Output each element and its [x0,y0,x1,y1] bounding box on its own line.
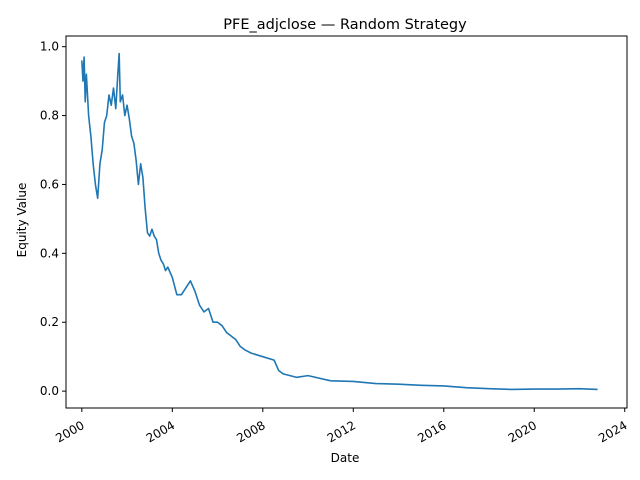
x-axis-title: Date [331,451,360,465]
y-tick-label: 0.4 [40,246,59,260]
y-tick-label: 0.6 [40,177,59,191]
y-tick-label: 0.8 [40,109,59,123]
series-line-0 [81,52,598,391]
plot-frame [65,35,628,409]
y-tick-label: 1.0 [40,40,59,54]
y-tick-label: 0.2 [40,315,59,329]
y-axis-title: Equity Value [15,183,29,258]
plot-area [81,52,598,391]
y-tick-label: 0.0 [40,384,59,398]
y-axis: 0.0 0.2 0.4 0.6 0.8 1.0 [40,40,66,398]
chart-title: PFE_adjclose — Random Strategy [223,17,467,33]
